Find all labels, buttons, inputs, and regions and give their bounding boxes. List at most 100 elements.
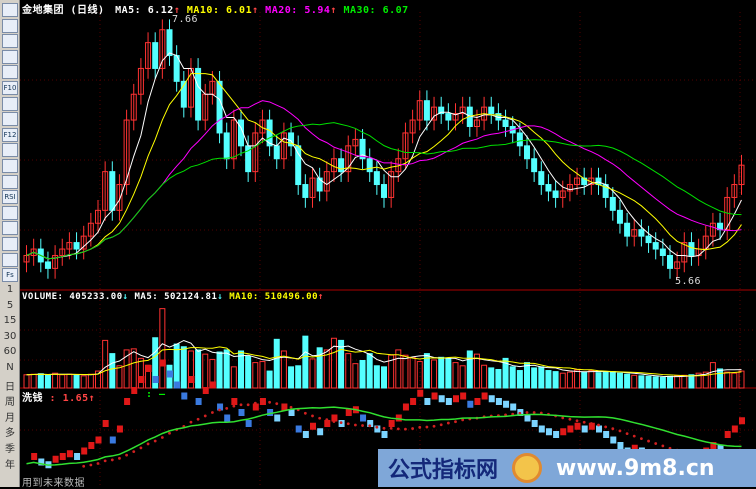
indicator-block [610,436,617,444]
money-icon[interactable] [2,205,18,220]
volume-bar [116,365,123,389]
indicator-block [467,400,474,408]
candle-body [388,171,395,198]
zoom-icon[interactable] [2,159,18,173]
indicator-dot [153,439,157,443]
indicator-dot [289,405,293,409]
f10-icon[interactable]: F10 [2,81,18,95]
volume-bar [80,375,87,389]
fs-icon[interactable]: Fs [2,268,18,283]
rsi-icon[interactable]: RSI [2,190,18,205]
period-0[interactable]: 1 [6,284,14,295]
bars-icon[interactable] [2,18,18,33]
indicator-block [202,387,209,394]
candle-body [316,177,323,192]
indicator-dot [253,401,257,405]
candle-body [574,177,581,186]
indicator-block [524,414,531,422]
indicator-block [124,398,131,405]
move-icon[interactable] [2,221,18,236]
formula-icon[interactable] [2,143,18,158]
volume-bar [595,372,602,389]
volume-bar [502,357,509,389]
indicator-block [545,428,552,436]
indicator-dot [668,446,672,450]
indicator-block [710,442,717,449]
indicator-dot [532,411,536,414]
volume-bar [488,367,495,389]
volume-ma10-arrow: ↑ [318,292,324,302]
volume-bar [674,375,681,389]
folder-icon[interactable] [2,112,18,127]
volume-bar [738,370,745,389]
indicator-block [224,414,231,422]
indicator-block [460,392,467,400]
volume-bar [338,339,345,389]
volume-bar [566,371,573,389]
candle-body [581,177,588,186]
volume-bar [187,350,194,389]
window-icon[interactable] [2,65,18,80]
indicator-dot [661,444,665,448]
period-8[interactable]: 月 [5,412,15,424]
chart-icon[interactable] [2,3,18,17]
candle-body [452,113,459,121]
candle-body [681,242,688,263]
period-5[interactable]: N [6,362,14,373]
candle-body [345,145,352,173]
pencil-icon[interactable] [2,252,18,267]
indicator-line [26,406,742,466]
line-icon[interactable] [2,34,18,49]
indicator-block [345,409,352,416]
stock-title: 金地集团 (日线) [22,5,105,16]
indicator-dot [196,417,200,421]
indicator-dot [339,421,343,425]
chart-area[interactable]: 金地集团 (日线) MA5: 6.12↑ MA10: 6.01↑ MA20: 5… [20,0,756,489]
volume-bar [638,375,645,389]
period-2[interactable]: 15 [3,315,17,327]
candle-body [631,229,638,237]
volume-bar [302,335,309,389]
volume-header: VOLUME: 405233.00↓ MA5: 502124.81↓ MA10:… [22,292,324,302]
chart-canvas[interactable] [20,0,756,487]
period-10[interactable]: 季 [5,444,15,455]
ma10-line [26,73,742,260]
indicator-dot [647,439,650,443]
period-7[interactable]: 周 [5,397,15,409]
indicator-dot [597,423,600,427]
arrow-icon[interactable] [2,237,18,251]
indicator-block [274,414,281,422]
f12-icon[interactable]: F12 [2,127,18,142]
candle-body [423,100,430,121]
indicator-block [581,425,588,433]
volume-bar [23,374,30,389]
candle-body [409,119,416,134]
ma5-line [26,52,742,260]
volume-bar [581,371,588,389]
indicator-value: : 1.65 [49,393,89,404]
candle-icon[interactable] [2,49,18,64]
map-icon[interactable] [2,96,18,111]
candle-body [524,145,530,160]
period-11[interactable]: 年 [5,459,15,471]
period-1[interactable]: 5 [6,299,14,311]
indicator-dot [261,400,264,404]
indicator-dot [282,403,286,407]
period-9[interactable]: 多 [5,428,15,440]
period-3[interactable]: 30 [3,330,17,342]
volume-bar [316,347,323,389]
period-4[interactable]: 60 [3,346,17,358]
ma10-label: MA10: [186,5,220,16]
indicator-block [217,403,224,411]
indicator-block [81,447,88,455]
candle-body [123,119,130,186]
indicator-block [367,420,374,427]
ma10-value: 6.01 [226,5,253,16]
indicator-dot [354,423,357,427]
wave-icon[interactable] [2,174,18,189]
indicator-dot [303,411,307,415]
watermark-url: www.9m8.cn [556,455,715,481]
period-6[interactable]: 日 [5,381,15,393]
candle-body [659,248,666,256]
indicator-dot [89,463,93,467]
